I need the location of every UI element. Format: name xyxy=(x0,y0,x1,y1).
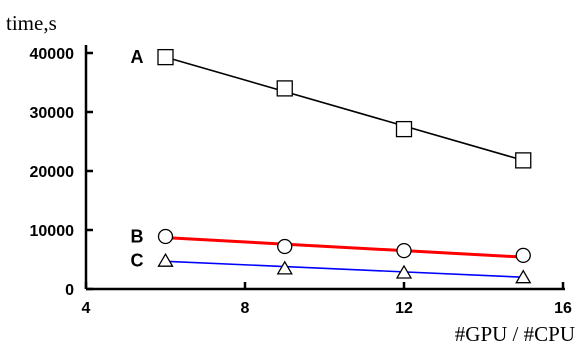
y-axis-title: time,s xyxy=(6,11,57,35)
marker-triangle xyxy=(395,264,413,279)
y-tick-label: 20000 xyxy=(30,164,75,181)
trend-line-a xyxy=(165,56,524,162)
marker-circle xyxy=(515,247,531,264)
marker-circle xyxy=(157,228,174,245)
x-tick-label: 12 xyxy=(395,300,413,317)
y-tick-label: 40000 xyxy=(30,46,75,63)
marker-triangle xyxy=(276,260,293,275)
x-tick-label: 4 xyxy=(82,300,91,317)
marker-square xyxy=(515,152,532,169)
data-markers xyxy=(157,48,532,284)
series-labels: A BC xyxy=(131,47,144,271)
trend-lines xyxy=(165,56,524,278)
series-label-c: C xyxy=(131,251,144,271)
marker-triangle xyxy=(515,269,532,284)
marker-circle xyxy=(277,238,293,255)
series-label-a: A xyxy=(131,47,144,67)
trend-line-c xyxy=(165,260,524,278)
y-tick-label: 30000 xyxy=(30,105,75,122)
marker-triangle xyxy=(157,252,174,267)
trend-line-b xyxy=(165,236,524,259)
axes: 4 8 12 16 0 10000 20000 30000 40000 xyxy=(30,45,572,317)
marker-square xyxy=(395,120,413,138)
marker-square xyxy=(157,48,174,66)
x-tick-label: 16 xyxy=(554,300,572,317)
x-tick-label: 8 xyxy=(241,300,250,317)
marker-square xyxy=(276,80,293,97)
marker-circle xyxy=(396,242,412,259)
series-label-b: B xyxy=(131,226,144,246)
y-tick-label: 10000 xyxy=(30,223,75,240)
y-tick-label: 0 xyxy=(65,282,74,299)
x-axis-title: #GPU / #CPU xyxy=(455,322,575,346)
